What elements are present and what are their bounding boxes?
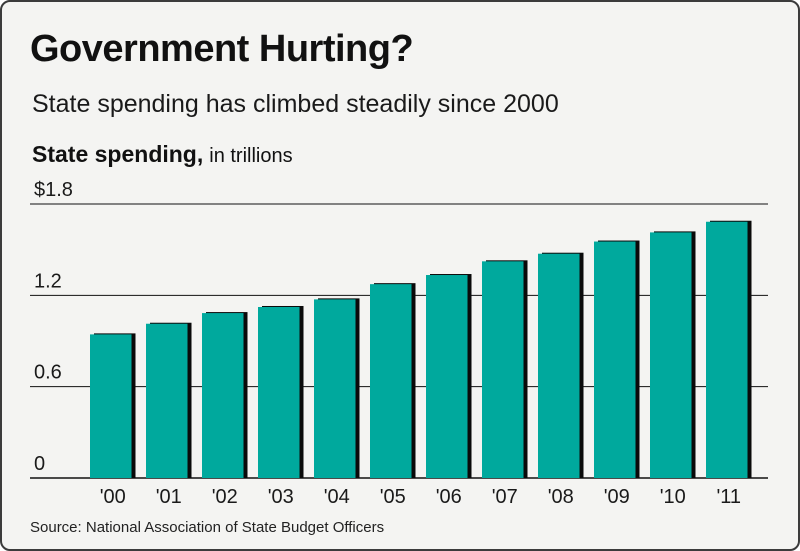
chart-subtitle: State spending has climbed steadily sinc…: [32, 90, 559, 118]
x-tick-label: '05: [380, 486, 406, 508]
y-axis-label-main: State spending,: [32, 141, 204, 167]
y-tick-label: 0: [34, 453, 45, 475]
bar: [314, 299, 356, 478]
bar: [650, 232, 692, 478]
x-tick-label: '08: [548, 486, 574, 508]
bar: [706, 221, 748, 478]
bar: [90, 334, 132, 478]
bar: [538, 253, 580, 478]
bar: [370, 284, 412, 478]
y-axis-label: State spending, in trillions: [32, 141, 293, 168]
source-note: Source: National Association of State Bu…: [30, 519, 385, 536]
y-axis-label-unit: in trillions: [209, 145, 293, 167]
x-tick-label: '06: [436, 486, 462, 508]
x-tick-label: '01: [156, 486, 182, 508]
bar: [202, 313, 244, 478]
bar: [482, 261, 524, 478]
bar: [146, 323, 188, 478]
x-tick-label: '02: [212, 486, 238, 508]
bars: [90, 220, 752, 478]
x-tick-label: '07: [492, 486, 518, 508]
y-tick-label: $1.8: [34, 179, 73, 201]
y-tick-label: 0.6: [34, 362, 62, 384]
y-tick-label: 1.2: [34, 270, 62, 292]
x-tick-label: '09: [604, 486, 630, 508]
x-tick-label: '11: [716, 486, 741, 508]
bar: [594, 241, 636, 478]
chart-title: Government Hurting?: [30, 28, 414, 70]
x-tick-label: '00: [100, 486, 126, 508]
labels: 0 0.6 1.2 $1.8 '00 '01 '02 '03 '04 '05 '06 '07 '08 '0…: [34, 179, 741, 508]
bar: [426, 275, 468, 478]
x-tick-label: '10: [660, 486, 686, 508]
bar: [258, 306, 300, 478]
x-tick-label: '04: [324, 486, 350, 508]
x-tick-label: '03: [268, 486, 294, 508]
